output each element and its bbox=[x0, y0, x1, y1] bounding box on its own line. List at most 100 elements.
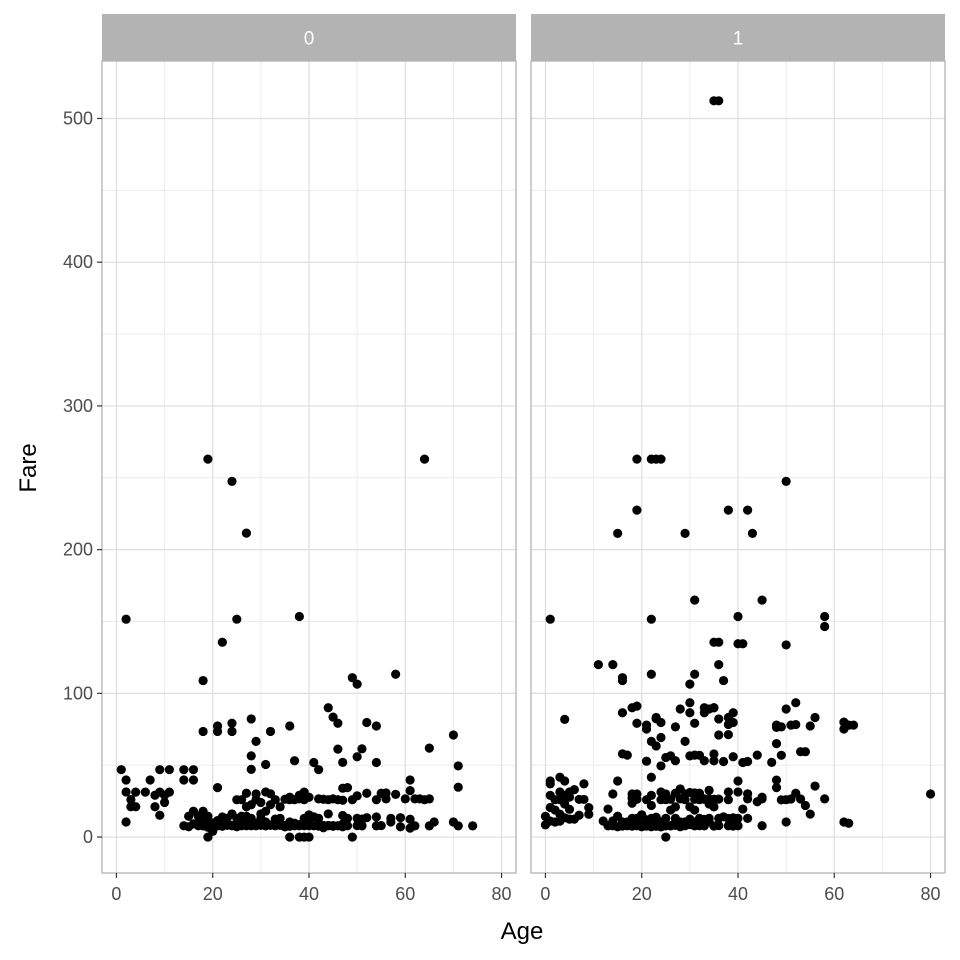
data-point bbox=[603, 804, 613, 814]
data-point bbox=[453, 782, 463, 792]
data-point bbox=[781, 817, 791, 827]
panel-1: 1 0 20 40 60 80 bbox=[530, 14, 946, 904]
data-point bbox=[781, 704, 791, 714]
data-point bbox=[776, 722, 786, 732]
data-point bbox=[733, 611, 743, 622]
data-point bbox=[395, 822, 406, 832]
data-point bbox=[714, 637, 724, 647]
data-point bbox=[203, 454, 213, 464]
data-point bbox=[150, 802, 160, 812]
data-point bbox=[656, 761, 666, 771]
data-point bbox=[704, 785, 714, 795]
data-point bbox=[685, 708, 695, 718]
data-point bbox=[574, 810, 584, 820]
data-point bbox=[728, 752, 738, 762]
y-tick-label: 0 bbox=[83, 827, 93, 847]
data-point bbox=[704, 813, 714, 823]
data-point bbox=[395, 813, 406, 823]
x-tick-label: 0 bbox=[111, 884, 121, 904]
data-point bbox=[632, 505, 642, 515]
data-point bbox=[608, 660, 618, 670]
facet-strip-label: 0 bbox=[304, 29, 315, 50]
data-point bbox=[622, 750, 632, 760]
data-point bbox=[743, 756, 753, 767]
data-point bbox=[747, 528, 758, 538]
data-point bbox=[791, 698, 801, 708]
data-point bbox=[285, 721, 295, 731]
data-point bbox=[391, 789, 401, 799]
data-point bbox=[608, 789, 618, 799]
data-point bbox=[584, 803, 594, 813]
x-tick-label: 60 bbox=[395, 884, 415, 904]
data-point bbox=[362, 813, 372, 823]
data-point bbox=[338, 757, 348, 767]
data-point bbox=[121, 775, 131, 785]
data-point bbox=[265, 726, 276, 737]
data-point bbox=[661, 832, 671, 842]
data-point bbox=[699, 756, 709, 766]
data-point bbox=[121, 817, 131, 827]
data-point bbox=[347, 673, 357, 683]
data-point bbox=[738, 639, 748, 649]
data-point bbox=[289, 756, 300, 766]
data-point bbox=[275, 813, 285, 823]
data-point bbox=[714, 730, 724, 740]
y-axis-title: Fare bbox=[15, 443, 42, 492]
data-point bbox=[632, 789, 642, 799]
data-point bbox=[776, 750, 786, 760]
data-point bbox=[121, 614, 131, 624]
data-point bbox=[752, 750, 762, 760]
data-point bbox=[569, 785, 579, 795]
data-point bbox=[800, 747, 810, 757]
data-point bbox=[323, 703, 333, 713]
data-point bbox=[767, 757, 777, 767]
data-point bbox=[131, 802, 141, 812]
data-point bbox=[848, 720, 859, 730]
y-tick-label: 400 bbox=[63, 252, 93, 272]
data-point bbox=[651, 741, 661, 751]
data-point bbox=[670, 802, 681, 812]
y-tick-label: 500 bbox=[63, 108, 93, 128]
data-point bbox=[145, 775, 155, 785]
data-point bbox=[651, 714, 661, 724]
data-point bbox=[116, 765, 126, 775]
data-point bbox=[560, 776, 570, 786]
data-point bbox=[709, 703, 719, 713]
y-tick-label: 300 bbox=[63, 396, 93, 416]
data-point bbox=[738, 804, 748, 814]
data-point bbox=[579, 779, 589, 789]
data-point bbox=[217, 637, 227, 647]
data-point bbox=[925, 789, 936, 799]
data-point bbox=[405, 786, 415, 796]
data-point bbox=[314, 765, 324, 775]
data-point bbox=[294, 611, 304, 622]
x-tick-label: 40 bbox=[299, 884, 319, 904]
data-point bbox=[212, 721, 223, 731]
data-point bbox=[338, 795, 348, 805]
data-point bbox=[261, 806, 271, 816]
data-point bbox=[357, 744, 367, 754]
data-point bbox=[381, 788, 391, 798]
data-point bbox=[545, 776, 555, 786]
data-point bbox=[323, 809, 333, 819]
data-point bbox=[468, 821, 478, 831]
data-point bbox=[285, 832, 295, 842]
data-point bbox=[810, 712, 820, 723]
x-tick-label: 0 bbox=[540, 884, 550, 904]
y-tick-label: 200 bbox=[63, 540, 93, 560]
data-point bbox=[371, 757, 381, 768]
data-point bbox=[714, 820, 724, 831]
data-point bbox=[805, 721, 815, 731]
data-point bbox=[241, 788, 252, 798]
data-point bbox=[632, 718, 642, 728]
data-point bbox=[371, 721, 381, 731]
data-point bbox=[675, 704, 685, 714]
data-point bbox=[723, 787, 733, 797]
data-point bbox=[400, 794, 410, 804]
data-point bbox=[155, 765, 165, 775]
data-point bbox=[646, 800, 656, 811]
data-point bbox=[357, 820, 367, 831]
facet-strip-label: 1 bbox=[733, 29, 744, 50]
data-point bbox=[709, 749, 719, 759]
data-point bbox=[342, 783, 353, 793]
